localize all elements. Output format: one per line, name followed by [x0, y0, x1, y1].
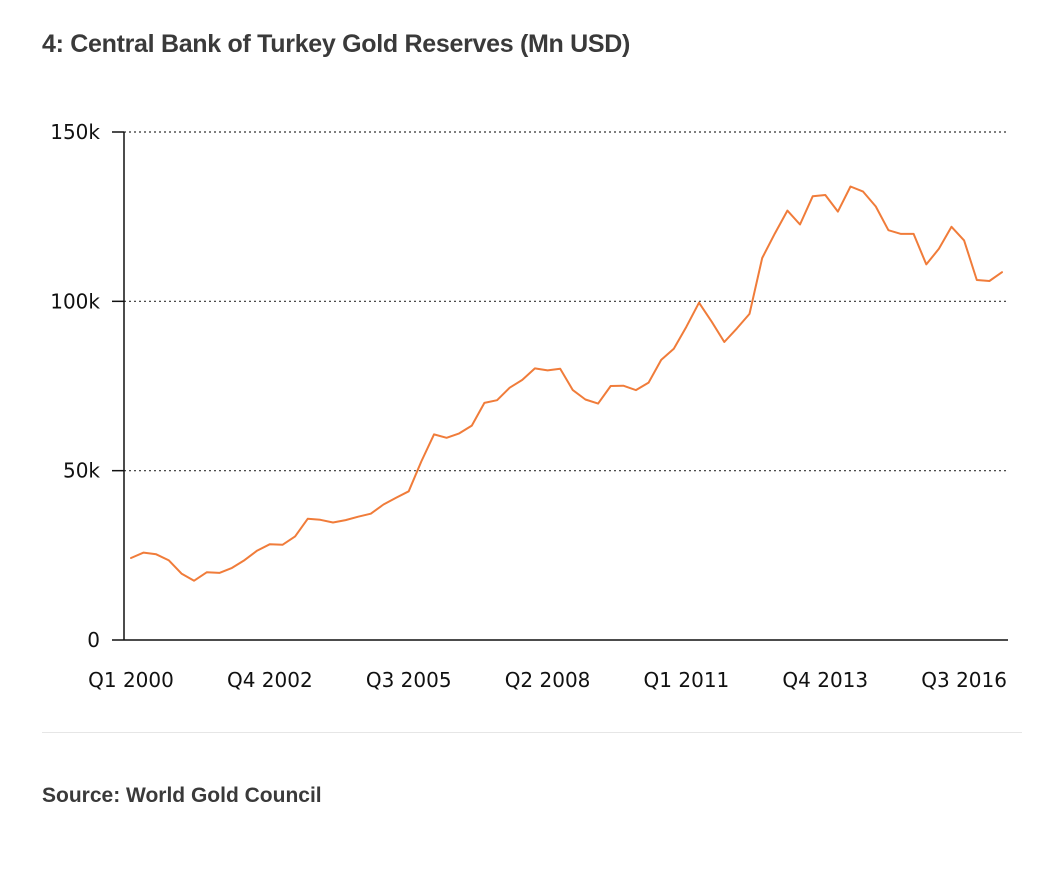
data-point	[1001, 271, 1003, 273]
data-point	[976, 279, 978, 281]
data-point	[521, 379, 523, 381]
data-point	[938, 248, 940, 250]
data-point	[458, 432, 460, 434]
x-tick-label: Q3 2016	[921, 668, 1007, 692]
series-line	[130, 185, 1003, 582]
data-point	[925, 263, 927, 265]
data-point	[307, 518, 309, 520]
data-point	[420, 461, 422, 463]
chart-title: 4: Central Bank of Turkey Gold Reserves …	[42, 30, 631, 58]
data-point	[534, 367, 536, 369]
data-point	[408, 490, 410, 492]
data-point	[294, 535, 296, 537]
data-point	[269, 543, 271, 545]
data-point	[496, 399, 498, 401]
data-point	[471, 425, 473, 427]
data-point	[824, 194, 826, 196]
data-point	[837, 211, 839, 213]
x-tick-label: Q1 2000	[88, 668, 174, 692]
data-point	[635, 389, 637, 391]
data-point	[446, 437, 448, 439]
data-point	[887, 229, 889, 231]
divider	[42, 732, 1022, 733]
data-point	[622, 385, 624, 387]
data-point	[483, 402, 485, 404]
data-point	[143, 552, 145, 554]
data-point	[332, 521, 334, 523]
data-point	[850, 186, 852, 188]
data-point	[673, 348, 675, 350]
y-tick-label: 50k	[63, 459, 100, 483]
data-point	[168, 559, 170, 561]
data-point	[572, 389, 574, 391]
data-point	[660, 359, 662, 361]
data-point	[711, 321, 713, 323]
data-point	[395, 497, 397, 499]
data-point	[559, 368, 561, 370]
data-point	[206, 571, 208, 573]
data-point	[509, 387, 511, 389]
data-point	[382, 504, 384, 506]
x-tick-label: Q1 2011	[644, 668, 730, 692]
data-point	[584, 399, 586, 401]
data-point	[963, 239, 965, 241]
y-tick-label: 150k	[50, 120, 100, 144]
data-point	[610, 385, 612, 387]
data-point	[155, 553, 157, 555]
data-point	[130, 557, 132, 559]
data-point	[597, 403, 599, 405]
y-axis-tick-labels: 0 50k 100k 150k	[50, 120, 100, 652]
source-note: Source: World Gold Council	[42, 784, 322, 807]
data-point	[370, 513, 372, 515]
data-point	[547, 369, 549, 371]
data-point	[685, 326, 687, 328]
data-point	[648, 382, 650, 384]
x-tick-label: Q3 2005	[366, 668, 452, 692]
gridlines	[124, 131, 1008, 472]
data-point	[749, 313, 751, 315]
data-point	[913, 233, 915, 235]
data-point	[319, 519, 321, 521]
data-point	[951, 226, 953, 228]
data-point	[345, 519, 347, 521]
data-point	[723, 341, 725, 343]
data-point	[357, 516, 359, 518]
data-point	[193, 580, 195, 582]
axes	[112, 131, 1008, 641]
x-tick-label: Q4 2002	[227, 668, 313, 692]
series-layer	[130, 185, 1003, 582]
data-point	[988, 280, 990, 282]
data-point	[761, 257, 763, 259]
x-axis-tick-labels: Q1 2000 Q4 2002 Q3 2005 Q2 2008 Q1 2011 Q4 20…	[88, 668, 1007, 692]
data-point	[774, 233, 776, 235]
data-point	[698, 302, 700, 304]
y-tick-label: 100k	[50, 289, 100, 313]
data-point	[736, 327, 738, 329]
line-chart: 0 50k 100k 150k Q1 2000 Q4 2002 Q3 2005 Q2 200…	[50, 120, 1008, 692]
x-tick-label: Q2 2008	[505, 668, 591, 692]
data-point	[218, 572, 220, 574]
data-point	[786, 210, 788, 212]
data-point	[281, 544, 283, 546]
data-point	[180, 573, 182, 575]
y-tick-label: 0	[87, 628, 100, 652]
data-point	[875, 206, 877, 208]
data-point	[812, 195, 814, 197]
data-point	[231, 567, 233, 569]
data-point	[244, 559, 246, 561]
data-point	[433, 433, 435, 435]
x-tick-label: Q4 2013	[782, 668, 868, 692]
data-point	[256, 550, 258, 552]
data-point	[862, 191, 864, 193]
data-point	[799, 223, 801, 225]
data-point	[900, 233, 902, 235]
